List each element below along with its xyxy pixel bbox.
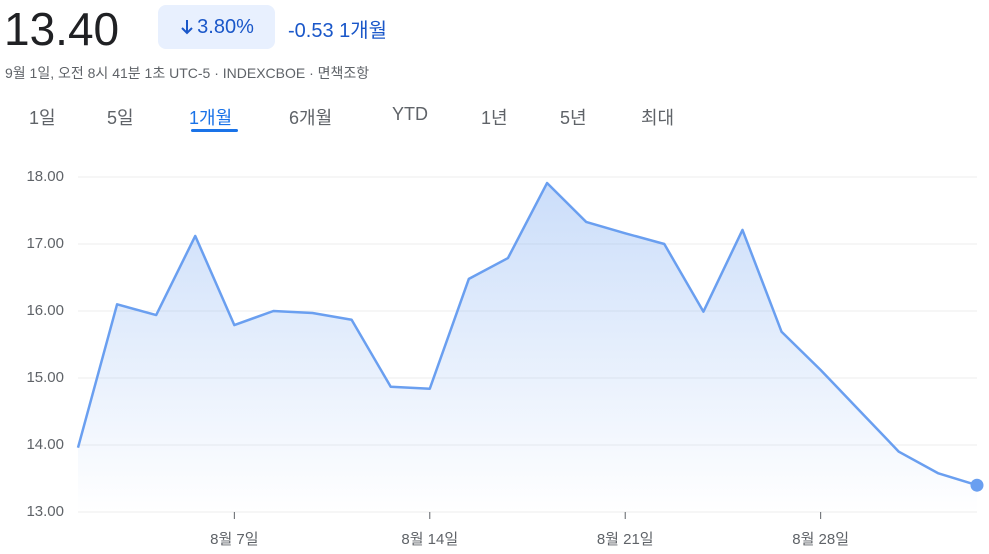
percent: 3.80% (197, 15, 254, 38)
tab[interactable]: 1년 (481, 108, 508, 128)
x-tick-label: 8월 14일 (401, 531, 458, 548)
tab-underline (191, 129, 238, 132)
change-value: -0.53 (288, 20, 334, 42)
y-tick-label: 13.00 (26, 503, 64, 520)
x-tick-label: 8월 21일 (597, 531, 654, 548)
x-tick-label: 8월 7일 (210, 531, 258, 548)
tab[interactable]: 최대 (641, 108, 675, 128)
period: 1개월 (339, 20, 388, 42)
tab[interactable]: YTD (392, 104, 428, 124)
y-tick-label: 16.00 (26, 302, 64, 319)
line (76, 181, 978, 487)
y-tick-label: 15.00 (26, 369, 64, 386)
end-dot (970, 478, 984, 492)
percent-badge: 3.80% (158, 5, 275, 49)
tab[interactable]: 5년 (560, 108, 587, 128)
y-tick-label: 18.00 (26, 168, 64, 185)
price: 13.40 (4, 3, 120, 55)
area-fill (78, 183, 977, 512)
x-tick-label: 8월 28일 (792, 531, 849, 548)
down-arrow (181, 20, 193, 35)
tab[interactable]: 6개월 (289, 108, 333, 128)
tab[interactable]: 5일 (107, 108, 134, 128)
tab[interactable]: 1일 (29, 108, 56, 128)
tab[interactable]: 1개월 (189, 108, 233, 128)
y-tick-label: 17.00 (26, 235, 64, 252)
change: -0.53 1개월 (288, 14, 387, 43)
subtitle: 9월 1일, 오전 8시 41분 1초 UTC-5 · INDEXCBOE · … (5, 65, 370, 81)
y-tick-label: 14.00 (26, 436, 64, 453)
